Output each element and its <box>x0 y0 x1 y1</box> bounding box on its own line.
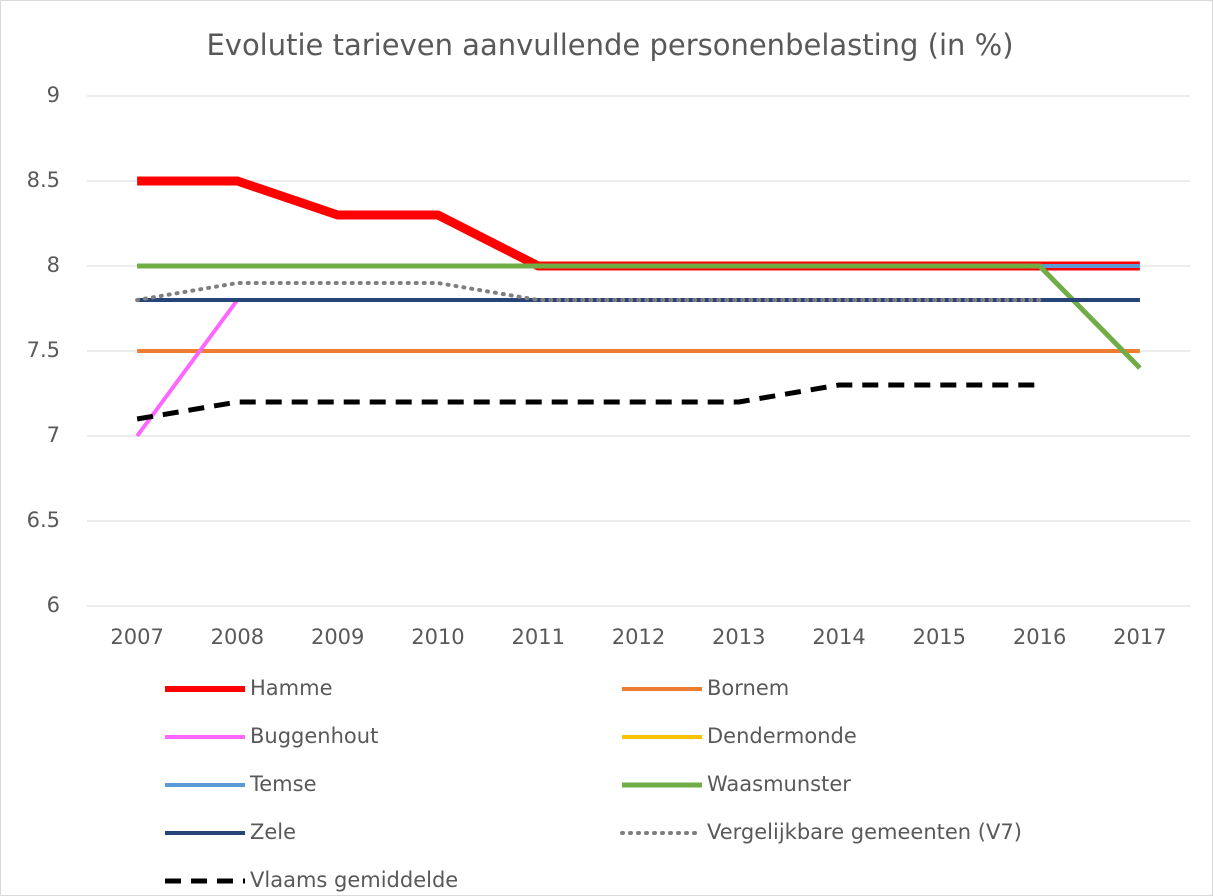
series-line <box>135 281 1042 302</box>
x-tick-label: 2008 <box>211 625 264 649</box>
chart-title: Evolutie tarieven aanvullende personenbe… <box>206 28 1013 62</box>
y-tick-label: 6 <box>47 593 60 617</box>
legend-label: Temse <box>249 772 317 796</box>
y-tick-label: 8 <box>47 253 60 277</box>
y-tick-label: 8.5 <box>27 168 60 192</box>
x-tick-label: 2017 <box>1113 625 1166 649</box>
series-line <box>136 382 1040 422</box>
legend-label: Waasmunster <box>707 772 851 796</box>
legend-label: Bornem <box>707 676 789 700</box>
x-tick-label: 2013 <box>712 625 765 649</box>
x-tick-label: 2009 <box>311 625 364 649</box>
y-tick-label: 9 <box>47 83 60 107</box>
x-tick-label: 2014 <box>812 625 865 649</box>
x-tick-label: 2015 <box>913 625 966 649</box>
legend-label: Hamme <box>250 676 333 700</box>
x-tick-label: 2012 <box>612 625 665 649</box>
x-tick-label: 2007 <box>110 625 163 649</box>
legend-label: Dendermonde <box>707 724 857 748</box>
series-line <box>137 263 1142 370</box>
x-tick-label: 2011 <box>512 625 565 649</box>
y-tick-label: 6.5 <box>27 508 60 532</box>
legend-label: Buggenhout <box>250 724 378 748</box>
y-tick-label: 7.5 <box>27 338 60 362</box>
legend-label: Vlaams gemiddelde <box>250 868 458 892</box>
x-tick-label: 2016 <box>1013 625 1066 649</box>
legend-label: Vergelijkbare gemeenten (V7) <box>707 820 1022 844</box>
x-tick-label: 2010 <box>411 625 464 649</box>
legend-label: Zele <box>250 820 296 844</box>
y-tick-label: 7 <box>47 423 60 447</box>
